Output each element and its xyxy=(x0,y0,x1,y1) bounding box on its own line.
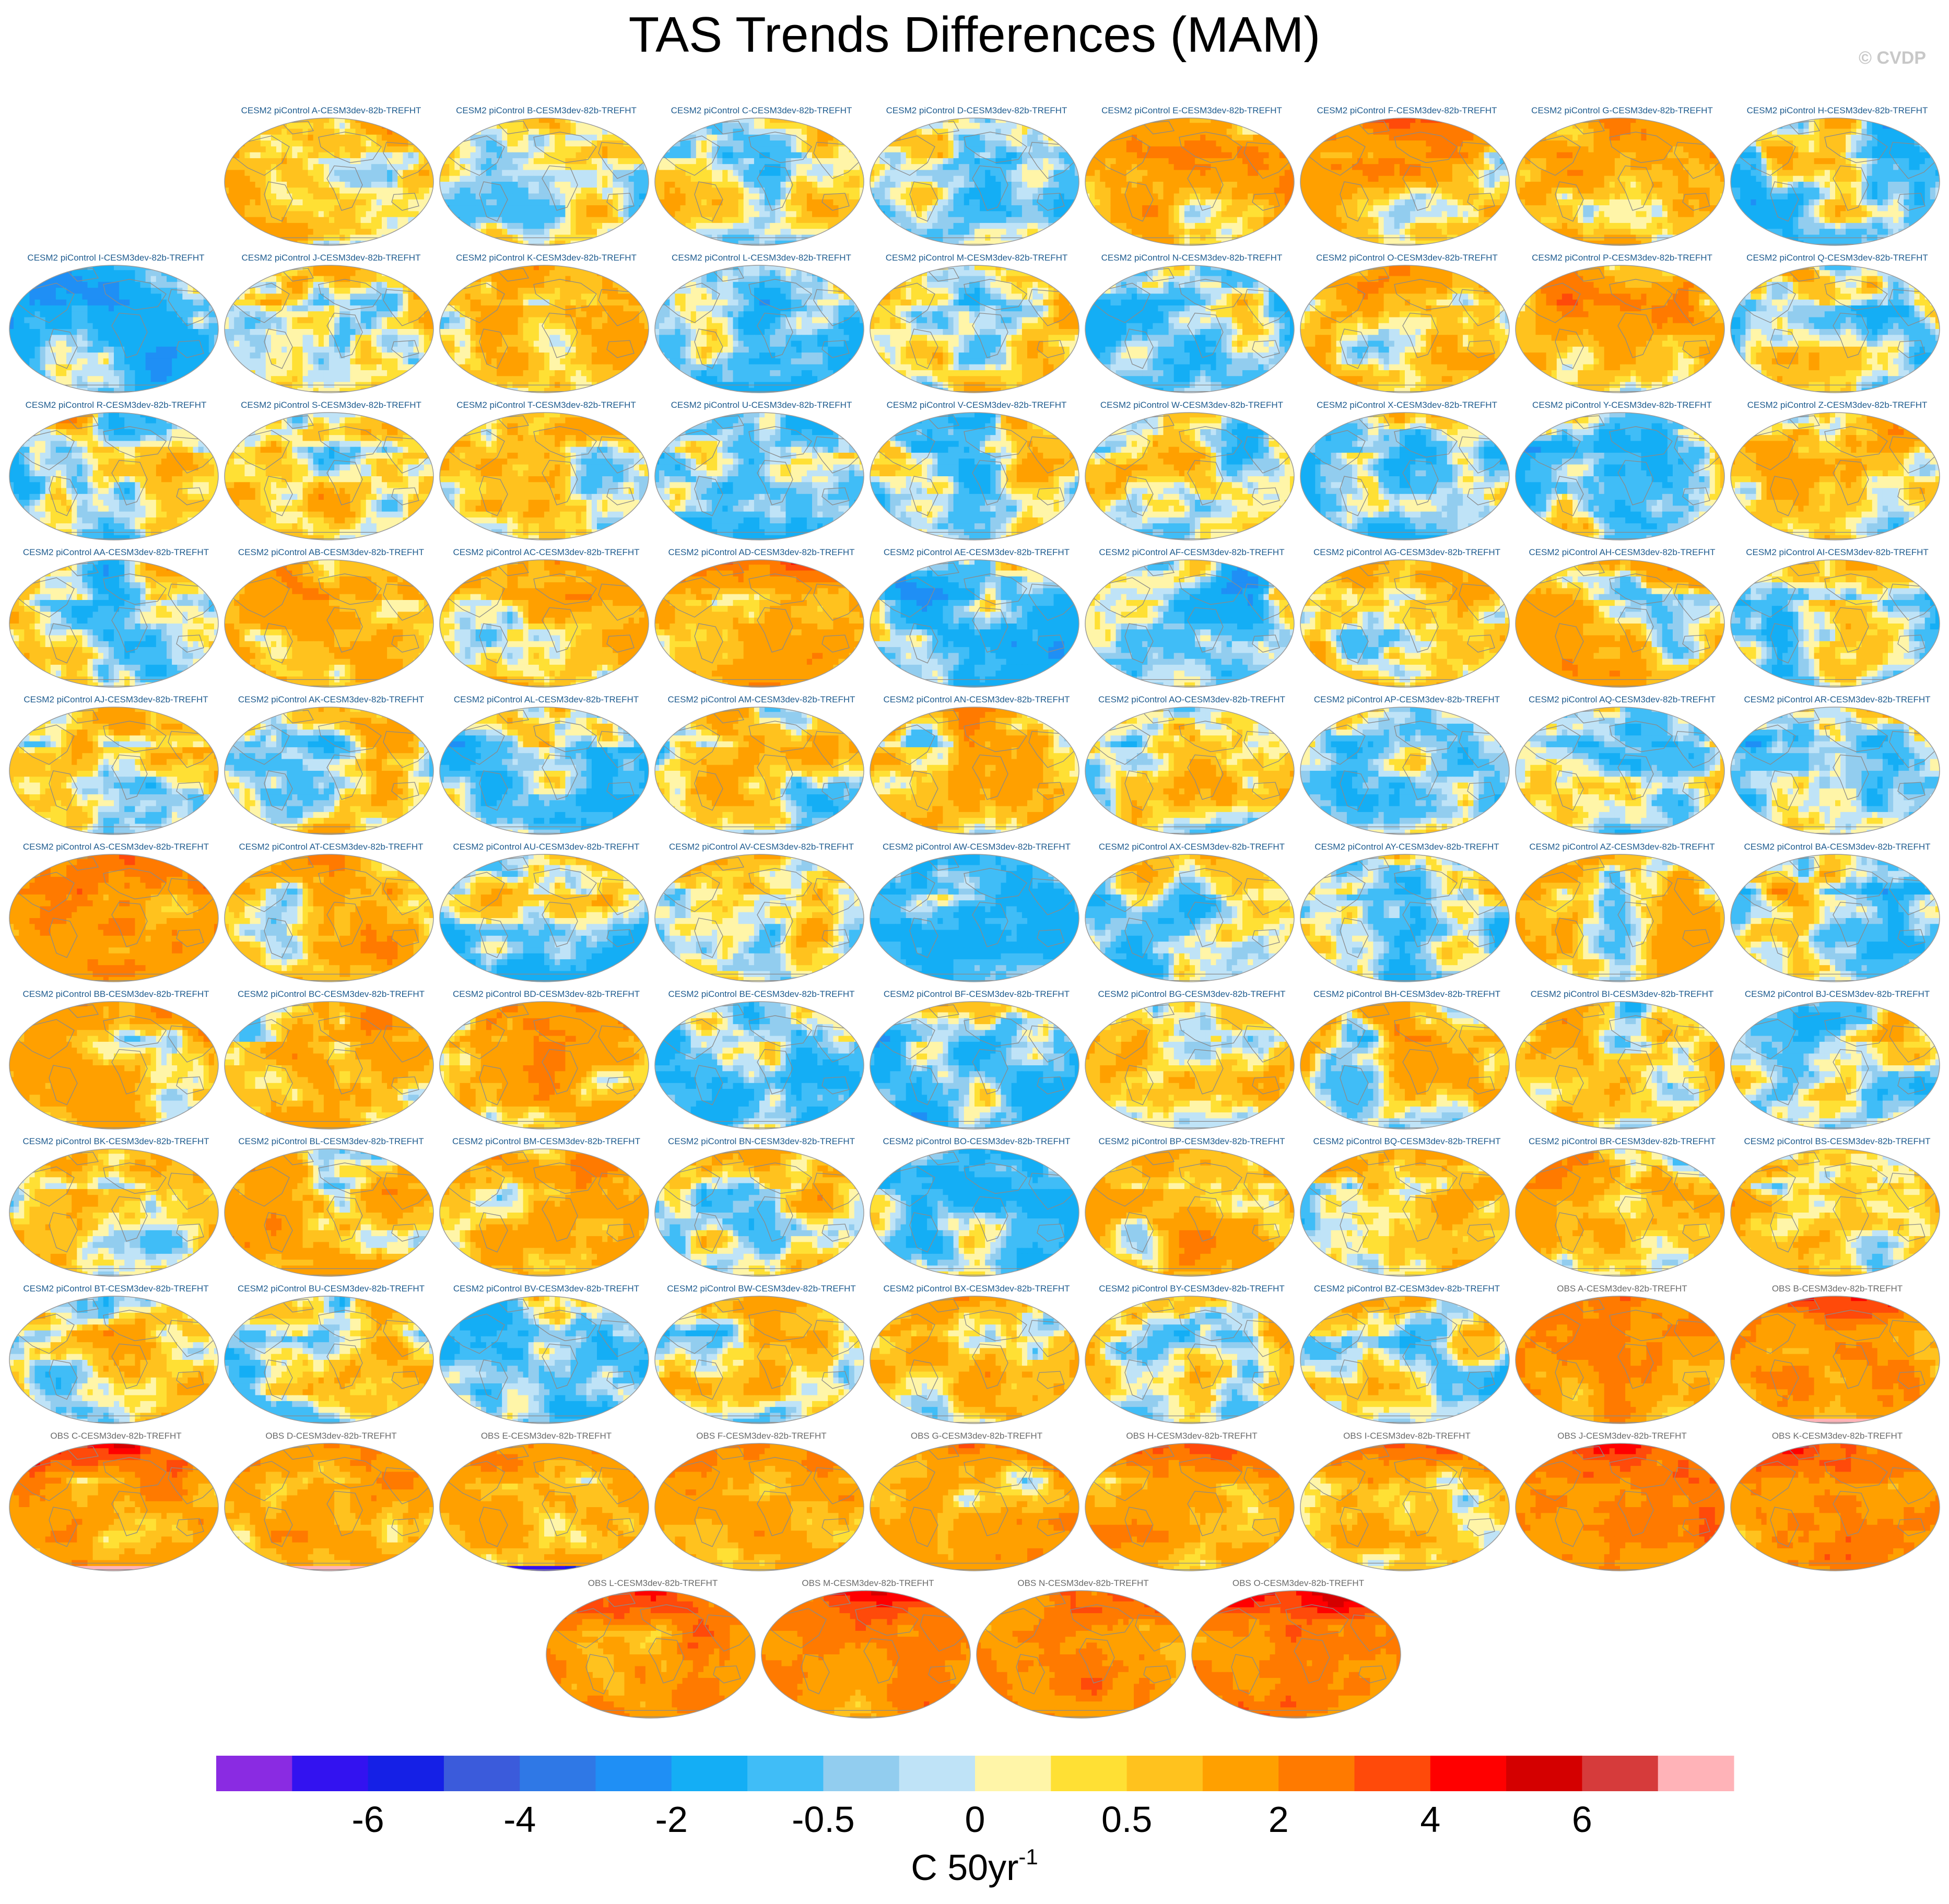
colorbar-swatch xyxy=(368,1756,444,1791)
colorbar-swatch xyxy=(1430,1756,1507,1791)
colorbar-tick-label: -2 xyxy=(655,1799,688,1840)
colorbar-tick-label: 6 xyxy=(1572,1799,1592,1840)
colorbar-swatch xyxy=(216,1756,292,1791)
colorbar-swatch xyxy=(520,1756,596,1791)
colorbar-swatch xyxy=(1051,1756,1127,1791)
colorbar-swatch xyxy=(1127,1756,1203,1791)
colorbar-tick-label: 2 xyxy=(1269,1799,1289,1840)
colorbar-swatch xyxy=(1355,1756,1431,1791)
units-exponent: -1 xyxy=(1018,1844,1038,1869)
colorbar-swatch xyxy=(1203,1756,1279,1791)
colorbar-swatch xyxy=(1658,1756,1734,1791)
colorbar-swatch xyxy=(975,1756,1051,1791)
colorbar-swatch xyxy=(747,1756,824,1791)
colorbar-swatch xyxy=(899,1756,976,1791)
colorbar-tick-label: 0.5 xyxy=(1101,1799,1152,1840)
colorbar-swatch xyxy=(672,1756,748,1791)
colorbar-swatch xyxy=(292,1756,368,1791)
units-base: C 50yr xyxy=(911,1847,1018,1888)
colorbar-tick-label: 4 xyxy=(1420,1799,1440,1840)
colorbar-units-label: C 50yr-1 xyxy=(911,1844,1038,1888)
colorbar-tick-label: -0.5 xyxy=(792,1799,855,1840)
colorbar-swatch xyxy=(444,1756,520,1791)
colorbar-tick-label: -6 xyxy=(351,1799,384,1840)
colorbar-swatch xyxy=(1278,1756,1355,1791)
colorbar-swatch xyxy=(596,1756,672,1791)
colorbar-tick-label: 0 xyxy=(965,1799,985,1840)
colorbar-tick-label: -4 xyxy=(503,1799,536,1840)
colorbar-swatch xyxy=(823,1756,899,1791)
colorbar-swatch xyxy=(1582,1756,1658,1791)
colorbar-swatch xyxy=(1506,1756,1582,1791)
